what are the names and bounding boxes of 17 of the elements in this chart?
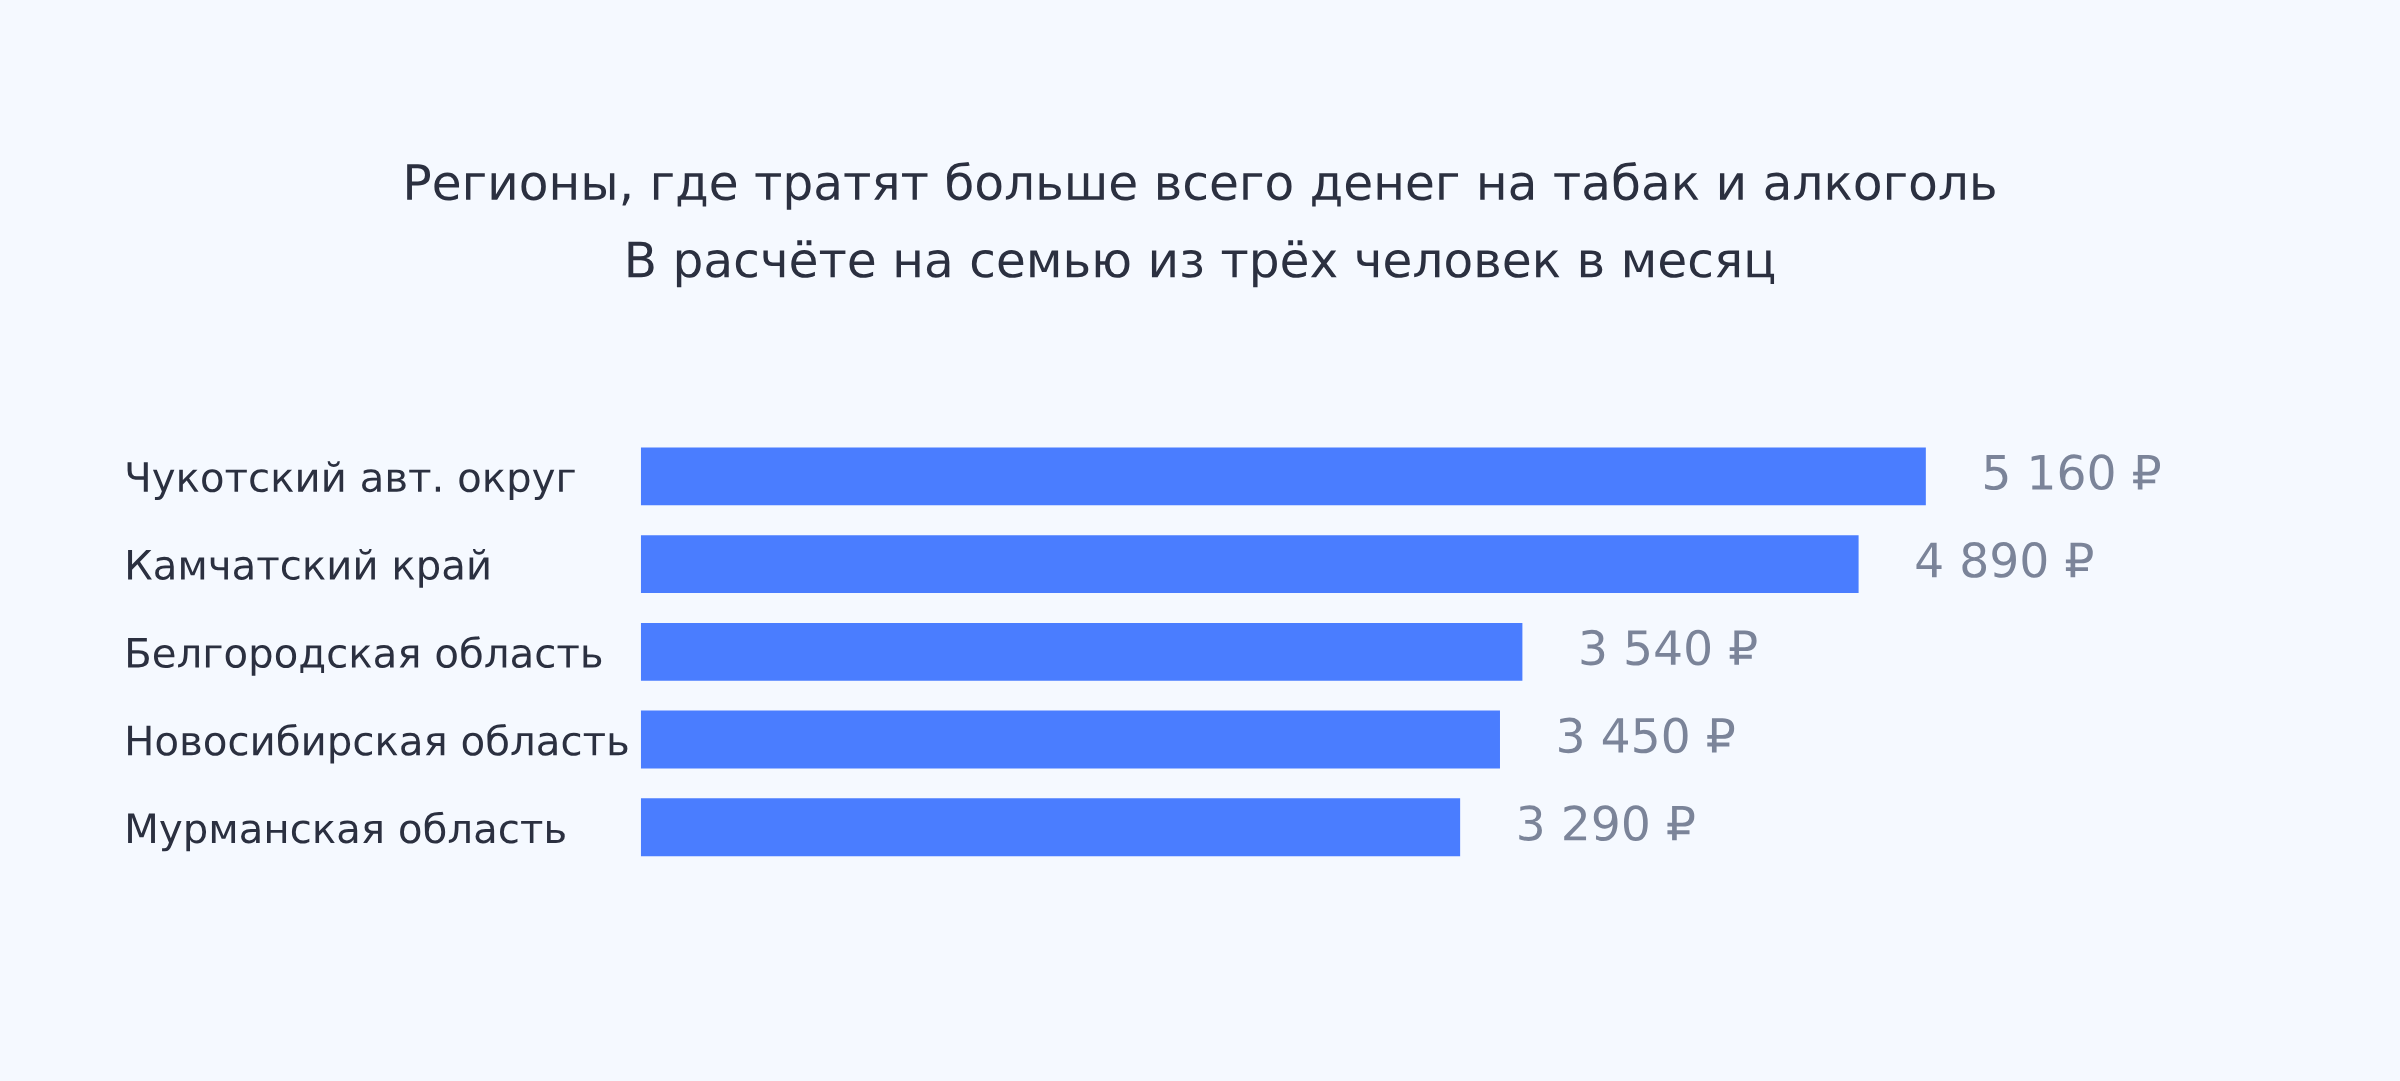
bar <box>640 447 1926 506</box>
bar <box>640 535 1859 594</box>
data-label: 5 160 ₽ <box>1985 454 2161 491</box>
y-tick-label: Камчатский край <box>128 549 489 588</box>
data-label: 4 890 ₽ <box>1916 542 2093 578</box>
data-label: 3 450 ₽ <box>1559 717 1735 754</box>
y-tick-label: Белгородская область <box>128 636 602 676</box>
data-label: 3 290 ₽ <box>1519 805 1695 841</box>
y-tick-label: Новосибирская область <box>128 723 628 764</box>
bar <box>640 798 1461 857</box>
chart-title: Регионы, где тратят больше всего денег на табак и алкоголь <box>407 161 1995 210</box>
y-tick-label: Мурманская область <box>128 811 565 852</box>
bar <box>640 622 1523 681</box>
y-tick-label: Чукотский авт. округ <box>127 461 575 501</box>
bar <box>640 710 1500 769</box>
data-label: 3 540 ₽ <box>1581 629 1757 666</box>
chart-subtitle: В расчёте на семью из трёх человек в месяц <box>628 240 1775 288</box>
